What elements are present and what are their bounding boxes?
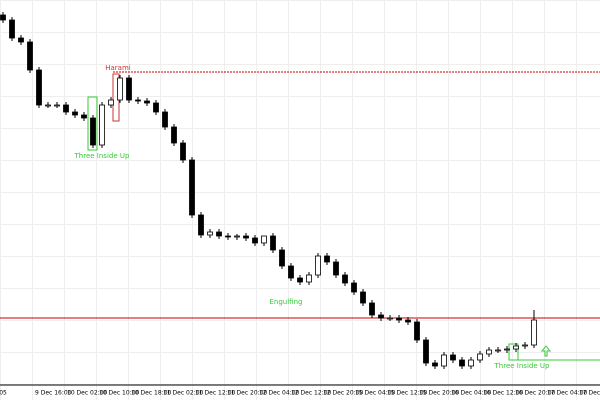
x-tick-label: 12 Dec 20:00 bbox=[323, 390, 364, 397]
candle-body bbox=[270, 235, 276, 251]
candle-body bbox=[189, 159, 195, 216]
x-tick-label: 11 Dec 20:00 bbox=[227, 390, 268, 397]
candle-body bbox=[279, 249, 285, 267]
candle-body bbox=[405, 319, 411, 323]
candle-body bbox=[315, 255, 321, 276]
candle-body bbox=[288, 265, 294, 279]
annotation: Engulfing bbox=[270, 298, 303, 306]
candle-body bbox=[216, 231, 222, 237]
candle-body bbox=[45, 104, 51, 107]
candle-body bbox=[360, 291, 366, 304]
candle-body bbox=[81, 114, 87, 119]
candle-body bbox=[522, 344, 528, 347]
x-tick-label: 9 Dec 16:00 bbox=[35, 390, 72, 397]
pattern-box bbox=[87, 96, 98, 151]
candle-body bbox=[261, 235, 267, 244]
candle-body bbox=[0, 14, 6, 21]
candle-body bbox=[342, 274, 348, 284]
x-tick-label: 11 Dec 02:00 bbox=[163, 390, 204, 397]
candle-body bbox=[468, 359, 474, 367]
candle-body bbox=[477, 353, 483, 361]
x-tick-label: 11 Dec 12:00 bbox=[195, 390, 236, 397]
candle-body bbox=[180, 142, 186, 161]
x-tick-label: 10 Dec 18:00 bbox=[131, 390, 172, 397]
candle-body bbox=[369, 302, 375, 316]
candle-body bbox=[198, 214, 204, 236]
candle-body bbox=[171, 126, 177, 144]
candle-body bbox=[9, 19, 15, 39]
x-tick-label: 10 Dec 10:00 bbox=[99, 390, 140, 397]
up-arrow bbox=[540, 345, 552, 357]
candle-body bbox=[90, 117, 96, 146]
candle-body bbox=[252, 237, 258, 244]
candle-body bbox=[495, 349, 501, 352]
candle-body bbox=[441, 354, 447, 367]
candle-body bbox=[144, 100, 150, 104]
candle-body bbox=[54, 104, 60, 107]
candle-body bbox=[324, 255, 330, 263]
candle-body bbox=[432, 362, 438, 367]
candle-body bbox=[135, 99, 141, 102]
candle-body bbox=[450, 354, 456, 361]
candle-body bbox=[72, 111, 78, 116]
candle-body bbox=[378, 314, 384, 319]
x-tick-label: 05 bbox=[0, 390, 7, 397]
x-tick-label: 16 Dec 12:00 bbox=[483, 390, 524, 397]
annotation: Harami bbox=[105, 64, 131, 72]
candle-body bbox=[504, 348, 510, 351]
x-tick-label: 15 Dec 04:00 bbox=[355, 390, 396, 397]
candle-body bbox=[225, 235, 231, 238]
x-tick-label: 12 Dec 12:00 bbox=[291, 390, 332, 397]
x-tick-label: 17 Dec 04:00 bbox=[547, 390, 588, 397]
candle-body bbox=[27, 41, 33, 71]
candle-body bbox=[414, 321, 420, 341]
candle-body bbox=[207, 231, 213, 236]
candle-body bbox=[117, 77, 123, 101]
candle-body bbox=[459, 359, 465, 367]
x-tick-label: 16 Dec 20:00 bbox=[515, 390, 556, 397]
x-tick-label: 10 Dec 02:00 bbox=[67, 390, 108, 397]
x-tick-label: 12 Dec 04:00 bbox=[259, 390, 300, 397]
x-tick-label: 16 Dec 04:00 bbox=[451, 390, 492, 397]
candle-body bbox=[513, 345, 519, 350]
candle-body bbox=[153, 102, 159, 113]
candle-body bbox=[297, 277, 303, 283]
candle-body bbox=[126, 77, 132, 101]
annotation: Three Inside Up bbox=[494, 362, 550, 370]
candle-body bbox=[234, 235, 240, 238]
candle-body bbox=[99, 104, 105, 146]
x-tick-label: 15 Dec 12:00 bbox=[387, 390, 428, 397]
candle-body bbox=[18, 37, 24, 43]
candle-body bbox=[387, 317, 393, 320]
candle-body bbox=[162, 111, 168, 128]
candle-body bbox=[108, 99, 114, 106]
candle-body bbox=[486, 349, 492, 355]
candle-body bbox=[243, 235, 249, 239]
annotation: Three Inside Up bbox=[74, 152, 130, 160]
candle-body bbox=[306, 274, 312, 283]
x-tick-label: 15 Dec 20:00 bbox=[419, 390, 460, 397]
candle-body bbox=[36, 69, 42, 106]
candle-body bbox=[351, 282, 357, 293]
candle-body bbox=[531, 319, 537, 346]
candle-body bbox=[63, 104, 69, 113]
candle-body bbox=[333, 261, 339, 276]
candle-body bbox=[423, 339, 429, 364]
candle-body bbox=[396, 317, 402, 321]
x-tick-label: 17 Dec 12:00 bbox=[579, 390, 600, 397]
